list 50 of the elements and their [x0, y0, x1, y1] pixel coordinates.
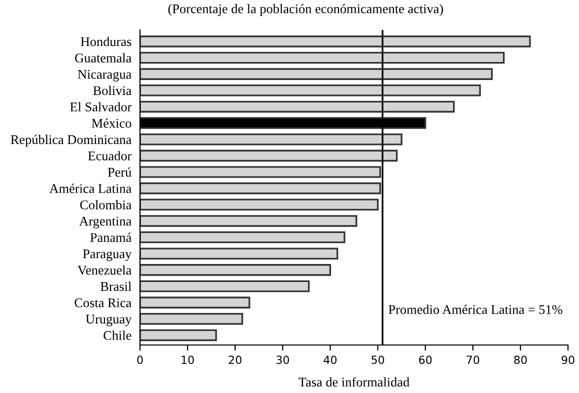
y-tick-label: México	[92, 118, 132, 128]
y-tick-label: El Salvador	[70, 102, 132, 112]
y-tick-label: Nicaragua	[78, 70, 132, 82]
bar	[140, 36, 531, 48]
y-tick-label: Guatemala	[75, 53, 132, 62]
chart-title: (Porcentaje de la población económicamente activa)	[168, 4, 444, 16]
y-tick-label: Argentina	[79, 216, 132, 228]
bar	[140, 84, 481, 96]
bar	[140, 312, 244, 325]
x-tick-label: 40	[324, 356, 337, 364]
y-tick-label: Paraguay	[82, 250, 132, 262]
x-tick-label: 60	[419, 356, 432, 364]
x-tick-label: 50	[372, 356, 384, 364]
bar	[140, 166, 381, 178]
bar	[140, 52, 505, 64]
y-tick-label: Uruguay	[86, 314, 132, 326]
bar	[140, 264, 332, 276]
x-tick-label: 20	[228, 356, 242, 364]
bar	[140, 198, 379, 211]
bar	[140, 280, 310, 292]
y-tick-label: Bolivia	[93, 86, 132, 96]
y-tick-label: Honduras	[80, 36, 132, 46]
x-axis-title: Tasa de informalidad	[298, 377, 410, 387]
y-tick-label: Perú	[108, 167, 132, 177]
x-tick-label: 10	[182, 356, 194, 364]
x-tick-label: 70	[466, 356, 480, 364]
bar	[140, 215, 358, 227]
y-tick-label: Brasil	[100, 282, 132, 291]
y-tick-label: Panamá	[90, 232, 132, 242]
y-tick-label: Venezuela	[78, 265, 132, 275]
bar	[140, 182, 381, 194]
bar	[140, 248, 338, 260]
y-tick-label: Ecuador	[88, 151, 132, 160]
x-tick-label: 30	[276, 356, 289, 364]
bar	[140, 68, 493, 80]
bar	[140, 133, 402, 146]
bar	[140, 150, 398, 162]
bar	[140, 231, 346, 244]
y-tick-label: Colombia	[80, 200, 132, 210]
x-tick-label: 0	[137, 356, 143, 364]
bar	[140, 329, 217, 342]
x-tick-label: 80	[514, 356, 527, 364]
bar	[140, 100, 455, 113]
y-tick-label: Chile	[104, 330, 132, 340]
y-tick-label: República Dominicana	[10, 134, 132, 147]
x-tick-label: 90	[562, 356, 574, 364]
ref-line-label: Promedio América Latina = 51%	[388, 304, 562, 314]
y-tick-label: América Latina	[49, 184, 132, 194]
y-tick-label: Costa Rica	[74, 298, 132, 308]
bar	[140, 296, 250, 308]
